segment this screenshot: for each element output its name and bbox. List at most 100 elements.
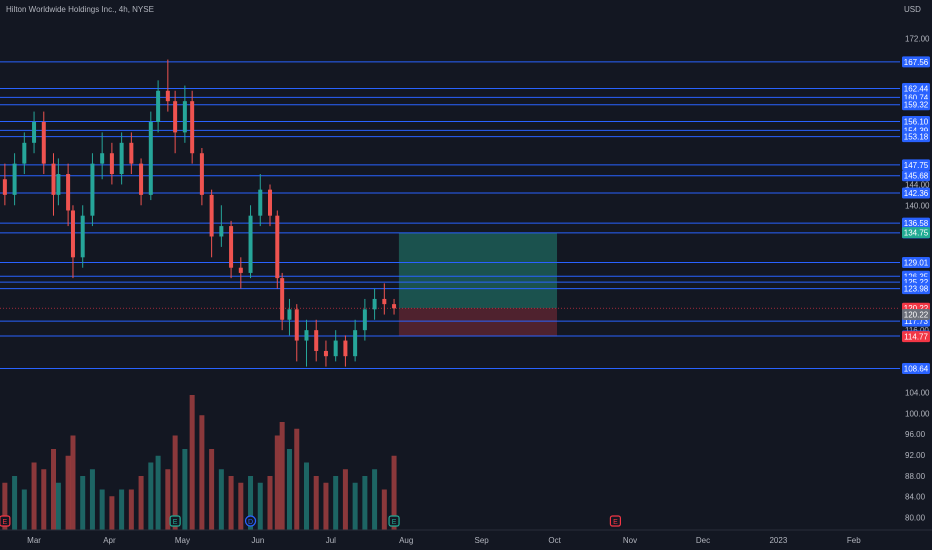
volume-bar	[267, 476, 273, 530]
candle-body	[209, 194, 214, 237]
event-marker[interactable]: D	[244, 515, 257, 527]
level-price-badge[interactable]	[902, 82, 930, 94]
time-axis-label: Jun	[251, 536, 264, 545]
level-price-text: 154.39	[904, 126, 929, 135]
time-axis[interactable]: Mar Apr May Jun Jul Aug Sep Oct Nov Dec 2023 Feb	[27, 536, 861, 545]
position-loss-zone[interactable]	[398, 308, 558, 337]
event-marker[interactable]: E	[169, 515, 181, 527]
volume-bar	[65, 455, 71, 530]
volume-bar	[55, 482, 61, 530]
volume-bar	[70, 435, 76, 530]
volume-bar	[333, 476, 339, 530]
price-badge-text: 114.77	[904, 333, 928, 342]
earnings-icon[interactable]	[609, 515, 622, 527]
candle-body	[90, 163, 95, 216]
level-price-text: 125.22	[904, 278, 929, 287]
candle-body	[287, 309, 292, 320]
candle-body	[372, 298, 377, 310]
level-price-badge[interactable]	[902, 362, 930, 374]
volume-bar	[238, 482, 244, 530]
volume-bar	[323, 482, 329, 530]
candle-body	[258, 189, 263, 216]
volume-bar	[218, 469, 224, 530]
volume-bar	[199, 415, 205, 530]
volume-bar	[80, 476, 86, 530]
candle-body	[12, 163, 17, 195]
time-axis-label: Sep	[475, 536, 490, 545]
candle-body	[280, 278, 285, 320]
level-price-text: 117.73	[904, 317, 928, 326]
event-marker[interactable]: E	[0, 515, 11, 527]
event-marker[interactable]: E	[609, 515, 622, 527]
candle-body	[156, 90, 161, 122]
level-price-badge[interactable]	[902, 159, 930, 171]
level-price-badge[interactable]	[902, 115, 930, 127]
volume-bar	[155, 455, 161, 530]
level-price-badge[interactable]	[902, 99, 930, 111]
volume-bar	[303, 462, 309, 530]
candle-body	[199, 153, 204, 195]
candle-body	[66, 174, 71, 211]
volume-bar	[2, 482, 8, 530]
price-badge[interactable]	[902, 309, 930, 321]
candle-body	[148, 122, 153, 195]
dividend-icon[interactable]	[244, 515, 257, 527]
event-label: E	[173, 519, 178, 526]
candle-body	[173, 101, 178, 133]
volume-bar	[381, 489, 387, 530]
earnings-icon[interactable]	[388, 515, 400, 527]
volume-bar	[51, 449, 57, 530]
price-badge[interactable]	[902, 331, 930, 343]
level-price-text: 147.75	[904, 161, 929, 170]
candle-body	[129, 142, 134, 164]
level-price-badge[interactable]	[902, 217, 930, 229]
volume-bar	[391, 455, 397, 530]
price-tick-label: 144.00	[905, 180, 930, 189]
candle-body	[382, 298, 387, 305]
position-profit-zone[interactable]	[398, 232, 558, 309]
time-axis-label: Feb	[847, 536, 861, 545]
volume-bar	[31, 462, 37, 530]
level-price-text: 108.64	[904, 364, 929, 373]
volume-bar	[41, 469, 47, 530]
candle-body	[343, 340, 348, 357]
candle-body	[51, 163, 56, 195]
price-badge[interactable]	[902, 227, 930, 239]
candle-body	[268, 189, 272, 216]
volume-bar	[228, 476, 234, 530]
candle-body	[119, 142, 124, 175]
volume-bar	[294, 428, 300, 530]
level-price-badge[interactable]	[902, 256, 930, 268]
candle-body	[70, 210, 75, 258]
candle-body	[109, 153, 114, 175]
earnings-icon[interactable]	[169, 515, 181, 527]
level-price-badge[interactable]	[902, 56, 930, 68]
price-tick-label: 172.00	[905, 35, 930, 44]
level-price-text: 159.32	[904, 101, 929, 110]
price-badge-text: 120.22	[904, 304, 929, 313]
price-badge-text: 120.22	[904, 311, 929, 320]
volume-bar	[21, 489, 27, 530]
horizontal-levels[interactable]	[0, 61, 900, 369]
volume-bars	[2, 395, 397, 530]
volume-bar	[12, 476, 18, 530]
position-tool[interactable]	[398, 232, 558, 337]
candle-body	[275, 215, 280, 279]
price-axis[interactable]: 172.00148.00144.00140.00116.00104.00100.…	[902, 35, 930, 523]
level-price-badge[interactable]	[902, 131, 930, 143]
earnings-icon[interactable]	[0, 515, 11, 527]
level-price-text: 129.01	[904, 258, 929, 267]
level-price-text: 145.68	[904, 172, 929, 181]
level-price-badge[interactable]	[902, 283, 930, 295]
candle-body	[139, 163, 144, 195]
event-label: E	[3, 519, 8, 526]
level-price-badge[interactable]	[902, 187, 930, 199]
event-marker[interactable]: E	[388, 515, 400, 527]
volume-bar	[313, 476, 319, 530]
candle-body	[304, 330, 309, 341]
price-tick-label: 84.00	[905, 493, 926, 502]
candle-body	[362, 309, 367, 331]
level-price-badge[interactable]	[902, 170, 930, 182]
